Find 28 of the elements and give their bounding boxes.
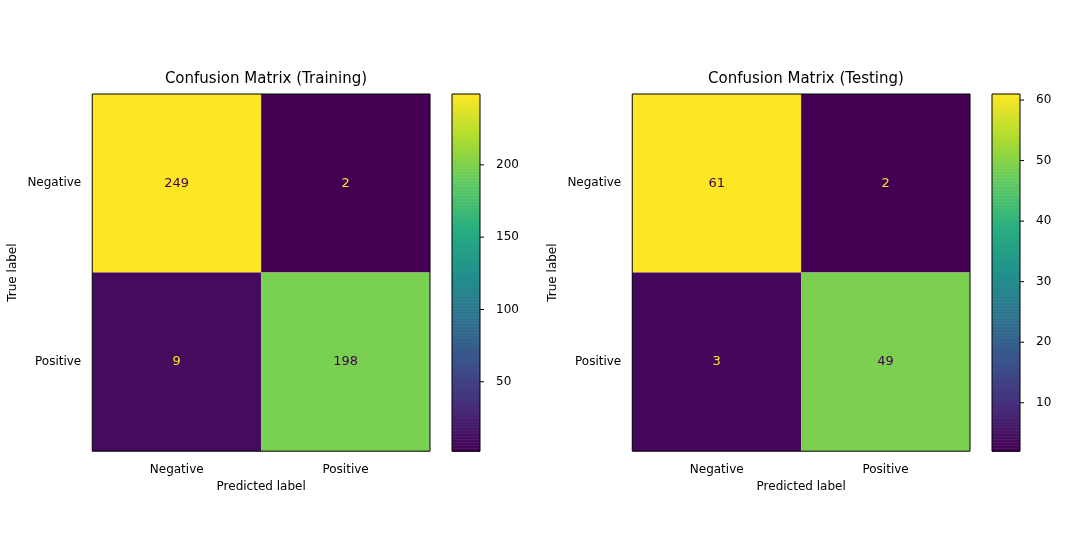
y-axis-title: True label [5, 243, 20, 303]
x-tick-label: Negative [149, 461, 204, 476]
color-bar-label: 60 [1036, 92, 1052, 107]
chart-title: Confusion Matrix (Training) [164, 68, 368, 87]
color-bar-label: 150 [496, 229, 519, 244]
data-label: 3 [712, 353, 721, 369]
x-tick-label: Positive [862, 461, 909, 476]
color-bar-label: 40 [1036, 213, 1052, 228]
data-label: 49 [877, 353, 894, 369]
data-label: 249 [164, 174, 190, 190]
color-bar-label: 50 [1036, 152, 1052, 167]
x-axis-title: Predicted label [216, 478, 306, 493]
data-label: 2 [881, 174, 890, 190]
color-bar-label: 10 [1036, 394, 1052, 409]
color-bar-label: 30 [1036, 273, 1052, 288]
color-bar-label: 200 [496, 156, 519, 171]
x-tick-label: Positive [322, 461, 369, 476]
color-bar-label: 50 [496, 373, 512, 388]
chart-title: Confusion Matrix (Testing) [708, 68, 904, 87]
color-bar-label: 20 [1036, 334, 1052, 349]
color-bar-label: 100 [496, 301, 519, 316]
data-label: 9 [172, 353, 181, 369]
x-axis-title: Predicted label [756, 478, 846, 493]
y-axis-title: True label [545, 243, 560, 303]
data-label: 198 [333, 353, 358, 369]
x-tick-label: Negative [689, 461, 744, 476]
data-label: 61 [708, 174, 725, 190]
data-label: 2 [341, 174, 350, 190]
